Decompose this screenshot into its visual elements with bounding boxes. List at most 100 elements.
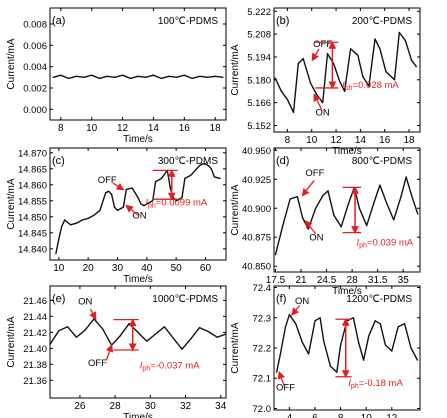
y-tick-label: 72.3: [253, 313, 272, 324]
x-tick-label: 40: [141, 263, 153, 274]
data-point: [67, 326, 69, 328]
data-point: [102, 328, 104, 330]
data-point: [204, 163, 207, 165]
y-tick-label: 5.166: [247, 98, 271, 109]
data-point: [323, 341, 325, 343]
x-tick-label: 30: [112, 263, 124, 274]
data-point: [175, 76, 178, 78]
x-tick-label: 12: [386, 413, 398, 418]
data-point: [149, 201, 151, 203]
data-point: [58, 330, 60, 332]
data-point: [61, 225, 63, 227]
data-point: [106, 75, 108, 77]
data-point: [379, 323, 381, 325]
switch-label: OFF: [313, 39, 332, 50]
switch-label: ON: [295, 296, 309, 307]
y-axis-label: Current/mA: [230, 184, 241, 235]
x-tick-label: 20: [83, 263, 95, 274]
x-tick-label: 26: [74, 401, 86, 412]
x-tick-label: 18: [210, 123, 222, 134]
x-tick-label: 30: [145, 401, 157, 412]
panel-title: 1000℃-PDMS: [152, 294, 218, 305]
switch-label: OFF: [88, 358, 107, 369]
annotation-arrow: [301, 180, 315, 197]
y-tick-label: 14.845: [18, 228, 47, 239]
y-tick-label: 40.850: [242, 262, 271, 273]
data-point: [368, 85, 370, 87]
data-point: [301, 216, 304, 219]
panel-b: 8 10 12 14 16 18 5.152 5.166 5.180 5.194 5.208 5.22…: [230, 7, 421, 157]
data-point: [398, 31, 400, 34]
data-point: [168, 75, 170, 77]
switch-label: OFF: [276, 382, 295, 393]
panel-d: 17.5 21 24.5 28 31.5 35 40.850 40.875 40.900 40.9…: [230, 146, 421, 297]
panel-label: (e): [52, 293, 65, 305]
y-tick-label: 0.004: [23, 62, 47, 73]
data-point: [93, 318, 95, 320]
data-point: [279, 353, 282, 355]
data-point: [385, 71, 387, 73]
x-axis-label: Time/s: [123, 412, 153, 418]
x-tick-label: 18: [403, 135, 415, 146]
data-point: [119, 208, 121, 210]
data-point: [143, 205, 145, 207]
series-line: [55, 163, 221, 254]
data-point: [152, 200, 154, 202]
data-point: [329, 365, 331, 367]
data-point: [301, 341, 303, 343]
x-tick-label: 28: [347, 275, 359, 286]
panel-title: 1200℃-PDMS: [346, 294, 412, 305]
y-tick-label: 0.002: [23, 84, 47, 95]
switch-label: ON: [309, 233, 323, 244]
panel-a: 8 10 12 14 16 18 0.000 0.002 0.004 0.006 0.008 (a) 1…: [6, 7, 227, 145]
y-tick-label: 5.152: [247, 121, 271, 132]
plot-frame: [273, 147, 421, 273]
data-point: [327, 190, 329, 192]
annotation-arrow: [112, 182, 125, 191]
switch-label: OFF: [98, 175, 117, 186]
x-tick-label: 10: [53, 263, 65, 274]
y-tick-label: 72.1: [253, 374, 272, 385]
data-point: [190, 338, 192, 340]
data-point: [99, 209, 101, 211]
panel-title: 100℃-PDMS: [158, 16, 218, 27]
data-point: [183, 74, 185, 76]
y-axis-label: Current/mA: [6, 38, 17, 89]
data-point: [78, 221, 80, 223]
data-point: [333, 214, 335, 216]
y-tick-label: 14.860: [18, 180, 47, 191]
data-point: [49, 343, 51, 345]
data-point: [199, 75, 201, 77]
data-point: [385, 201, 388, 204]
x-tick-label: 34: [215, 401, 227, 412]
data-point: [307, 353, 310, 355]
data-point: [280, 90, 282, 92]
data-point: [93, 214, 95, 216]
data-point: [114, 76, 116, 78]
annotation-arrow: [105, 343, 114, 361]
data-point: [108, 190, 110, 192]
data-point: [322, 194, 324, 197]
data-point: [55, 253, 57, 255]
data-point: [374, 38, 376, 40]
data-point: [405, 176, 407, 178]
data-point: [214, 75, 216, 77]
data-point: [75, 336, 77, 338]
data-point: [67, 77, 70, 79]
data-point: [286, 98, 288, 100]
data-point: [111, 193, 113, 195]
y-tick-label: 40.950: [242, 146, 271, 157]
data-point: [307, 228, 309, 230]
data-point: [113, 206, 116, 208]
data-point: [169, 187, 171, 189]
data-point: [140, 203, 142, 205]
annotation-arrow: [291, 305, 301, 316]
data-point: [274, 254, 277, 256]
switch-label: ON: [132, 210, 146, 221]
x-tick-label: 60: [200, 263, 212, 274]
y-axis-label: Current/mA: [230, 322, 241, 373]
data-point: [373, 201, 375, 204]
data-point: [60, 74, 62, 76]
data-point: [339, 80, 341, 83]
